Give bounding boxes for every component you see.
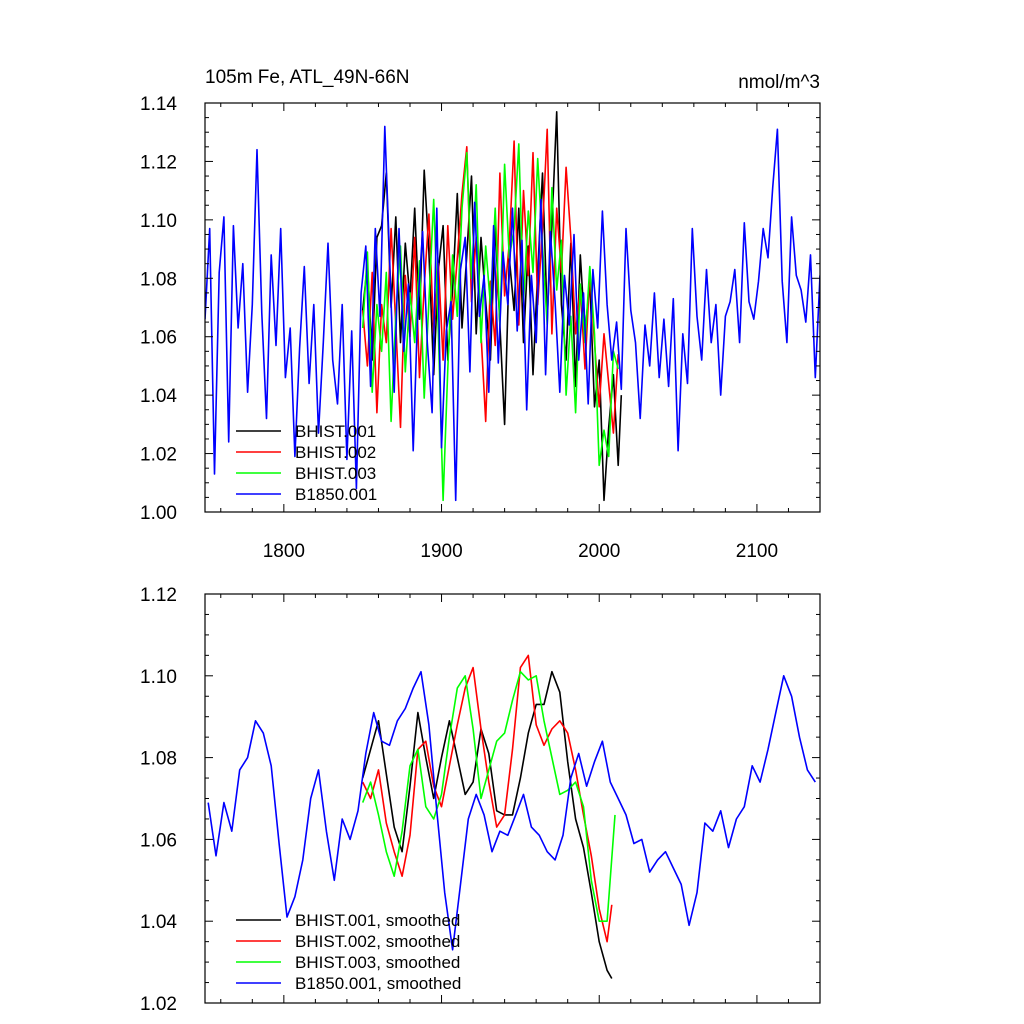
y-tick-label: 1.10 — [140, 211, 177, 232]
y-tick-label: 1.08 — [140, 269, 177, 290]
x-tick-label: 1900 — [420, 541, 462, 562]
series-line-bhist-003-smoothed — [361, 670, 616, 923]
legend-label: BHIST.003 — [295, 464, 376, 483]
legend-label: B1850.001 — [295, 485, 377, 504]
legend-label: B1850.001, smoothed — [295, 974, 461, 993]
bottom-panel: 1.02 1.04 1.06 1.08 1.10 1.12 BHIST.001, smoot… — [140, 585, 821, 1015]
series-line-bhist-001-smoothed — [361, 670, 613, 979]
series-line-bhist-001 — [361, 111, 623, 502]
legend-label: BHIST.001 — [295, 422, 376, 441]
y-tick-label: 1.04 — [140, 386, 177, 407]
y-tick-label: 1.12 — [140, 585, 177, 606]
y-tick-label: 1.12 — [140, 152, 177, 173]
top-panel: 1.00 1.02 1.04 1.06 1.08 1.10 1.12 1.14 1800 1900… — [140, 94, 821, 562]
top-chart-title: 105m Fe, ATL_49N-66N — [205, 67, 410, 88]
legend-label: BHIST.002 — [295, 443, 376, 462]
series-group — [205, 111, 820, 502]
y-tick-label: 1.04 — [140, 912, 177, 933]
series-line-bhist-003 — [361, 143, 619, 502]
top-chart-units: nmol/m^3 — [738, 72, 820, 93]
series-group — [207, 654, 816, 979]
series-line-b1850-001-smoothed — [207, 670, 816, 951]
legend-label: BHIST.002, smoothed — [295, 932, 460, 951]
y-tick-label: 1.02 — [140, 445, 177, 466]
x-tick-label: 1800 — [263, 541, 305, 562]
x-tick-label: 2100 — [736, 541, 778, 562]
series-line-bhist-002 — [361, 128, 619, 434]
y-tick-label: 1.06 — [140, 830, 177, 851]
legend-label: BHIST.003, smoothed — [295, 953, 460, 972]
y-tick-label: 1.10 — [140, 667, 177, 688]
y-tick-label: 1.00 — [140, 503, 177, 524]
y-tick-label: 1.14 — [140, 94, 177, 115]
y-tick-label: 1.06 — [140, 328, 177, 349]
series-line-b1850-001 — [205, 125, 820, 502]
series-line-bhist-002-smoothed — [361, 654, 613, 943]
legend-label: BHIST.001, smoothed — [295, 911, 460, 930]
y-tick-label: 1.02 — [140, 994, 177, 1015]
y-tick-label: 1.08 — [140, 749, 177, 770]
x-tick-label: 2000 — [578, 541, 620, 562]
